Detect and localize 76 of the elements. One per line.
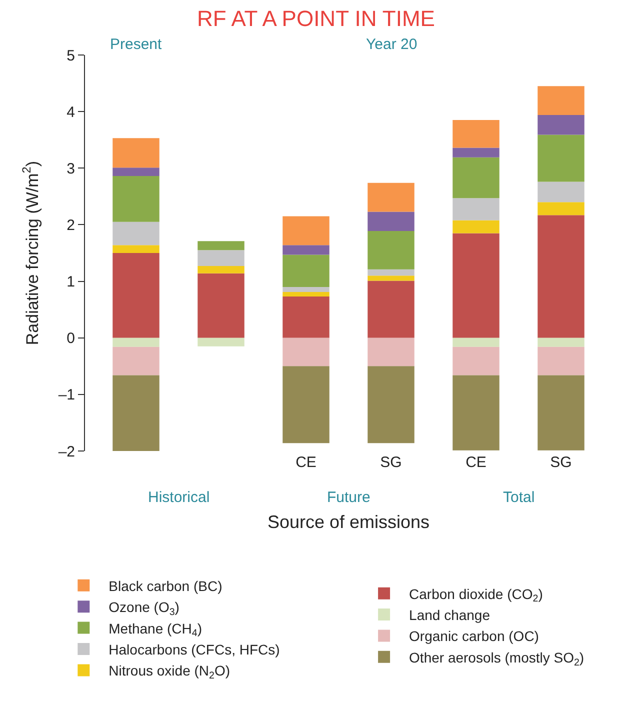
bar [112, 375, 160, 451]
text: Present [110, 36, 163, 53]
y-tick-label: 0 [66, 330, 75, 348]
legend-label: Land change [409, 606, 490, 623]
bar [368, 338, 414, 366]
bar [112, 346, 160, 376]
bar [282, 254, 330, 287]
bar [368, 276, 414, 281]
bar [452, 375, 500, 450]
legend-label: Halocarbons (CFCs, HFCs) [108, 641, 280, 658]
legend-label: Carbon dioxide (CO$_{2}$) [409, 586, 543, 605]
bar [112, 176, 160, 222]
bar [112, 138, 160, 168]
bar [198, 273, 244, 338]
bar [282, 338, 330, 366]
bar [538, 202, 584, 216]
y-tick-label: –2 [58, 443, 75, 460]
bar [112, 338, 160, 347]
legend-label: Methane (CH$_{4}$) [108, 620, 202, 640]
bar [282, 216, 330, 246]
y-tick-label: 2 [66, 216, 75, 234]
bar [368, 182, 414, 212]
bar [452, 346, 500, 376]
legend-label: Other aerosols (mostly SO$_{2}$) [409, 649, 584, 668]
bar [452, 198, 500, 220]
bar [198, 241, 244, 250]
bar [282, 245, 330, 255]
x-axis-title: Source of emissions [267, 512, 430, 532]
bar [198, 266, 244, 274]
bar [368, 269, 414, 276]
y-tick-label: 5 [66, 47, 75, 64]
legend-label: Nitrous oxide (N$_{2}$O) [108, 662, 230, 682]
bar [538, 182, 584, 202]
y-tick-label: 4 [66, 104, 75, 121]
x-tick-label: CE [466, 454, 486, 471]
y-tick-label: 3 [66, 160, 75, 178]
bar [368, 230, 414, 270]
text: Year 20 [366, 36, 418, 53]
bar [538, 338, 584, 347]
bar [282, 296, 330, 338]
bar [452, 220, 500, 234]
legend-label: Black carbon (BC) [108, 578, 222, 594]
bar [282, 292, 330, 297]
text: Total [503, 489, 535, 506]
legend-label: Ozone (O$_{3}$) [108, 599, 180, 618]
bar [198, 338, 244, 346]
bar [198, 250, 244, 266]
bar [538, 134, 584, 182]
bar [538, 114, 584, 135]
bar [538, 375, 584, 450]
bar [112, 222, 160, 246]
bar [538, 215, 584, 338]
bar [112, 168, 160, 176]
bar [452, 233, 500, 338]
bar [368, 366, 414, 444]
chart-title: RF AT A POINT IN TIME [197, 6, 435, 32]
bar [452, 148, 500, 158]
text: Historical [148, 489, 210, 506]
bar [452, 157, 500, 198]
bar [112, 253, 160, 338]
bar [282, 286, 330, 292]
x-tick-label: CE [296, 454, 316, 471]
y-tick-label: 1 [66, 274, 75, 291]
y-tick-label: –1 [58, 386, 75, 404]
bar [368, 280, 414, 338]
x-tick-label: SG [550, 454, 572, 471]
bar [282, 366, 330, 444]
text: Future [327, 489, 370, 506]
bar [538, 346, 584, 376]
bar [112, 245, 160, 253]
legend-label: Organic carbon (OC) [409, 628, 539, 644]
x-tick-label: SG [380, 454, 402, 471]
bar [368, 212, 414, 231]
bar [452, 120, 500, 148]
bar [452, 338, 500, 347]
bar [538, 86, 584, 115]
